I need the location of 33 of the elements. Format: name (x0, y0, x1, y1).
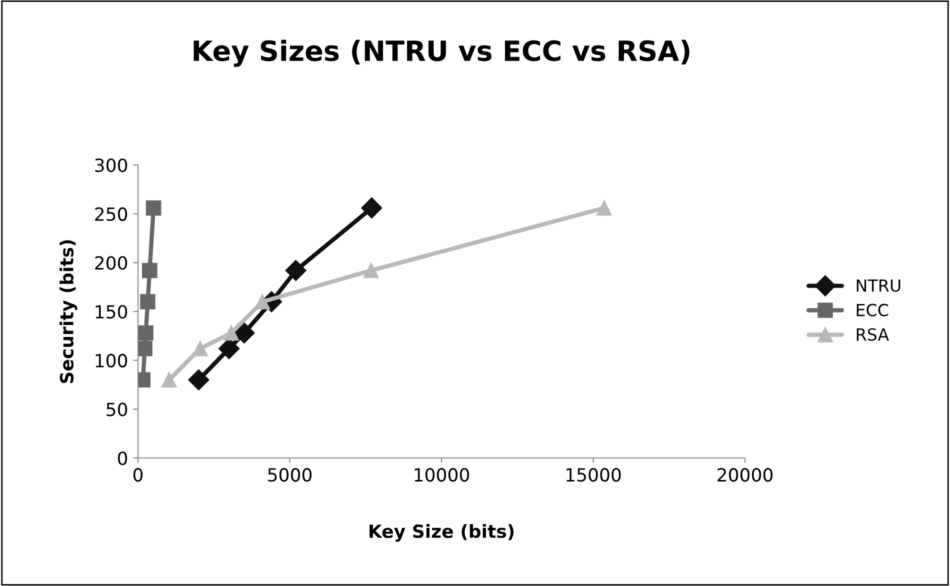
x-tick-label: 15000 (566, 468, 621, 482)
x-tick-label: 0 (133, 468, 143, 482)
chart-title: Key Sizes (NTRU vs ECC vs RSA) (194, 40, 690, 67)
point (138, 340, 152, 356)
y-tick-label: 250 (95, 207, 128, 221)
x-tick-label: 10000 (414, 468, 470, 482)
legend-label: NTRU (856, 279, 900, 292)
point (596, 200, 612, 216)
point (188, 369, 210, 390)
x-axis-title: Key Size (bits) (370, 524, 514, 542)
y-axis-title: Security (bits) (60, 240, 78, 383)
point (285, 260, 306, 281)
point (161, 372, 177, 388)
legend-label: ECC (856, 304, 888, 316)
point (224, 325, 239, 341)
y-tick-label: 200 (95, 256, 128, 270)
point (234, 322, 255, 344)
point (363, 262, 379, 278)
point (140, 294, 156, 310)
legend-label: RSA (856, 328, 889, 341)
point (361, 197, 382, 218)
point (146, 200, 162, 216)
x-tick-label: 5000 (268, 468, 312, 482)
y-tick-label: 300 (95, 158, 128, 172)
point (192, 340, 208, 356)
point (142, 262, 158, 278)
y-tick-label: 0 (118, 451, 128, 466)
point (138, 325, 154, 341)
y-tick-label: 100 (96, 354, 128, 368)
point (254, 294, 270, 310)
y-tick-label: 50 (106, 402, 128, 416)
x-tick-label: 20000 (718, 468, 773, 482)
y-tick-label: 150 (96, 304, 128, 319)
